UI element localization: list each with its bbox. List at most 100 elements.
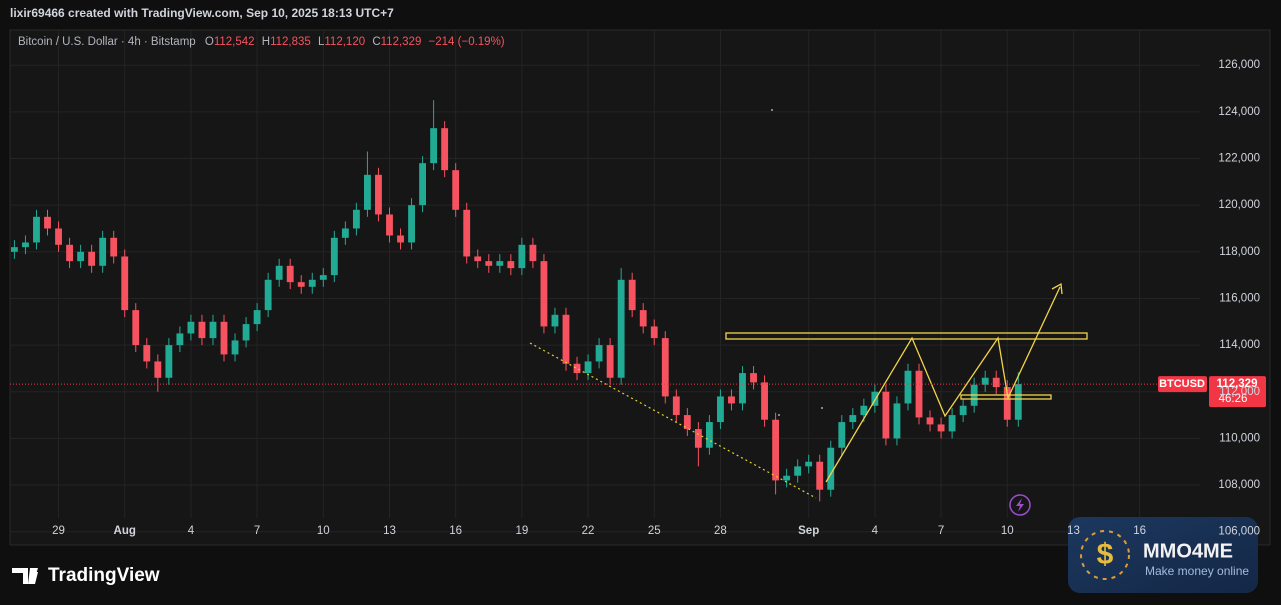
candle-body: [308, 279, 316, 287]
candle-body: [264, 279, 272, 311]
candle-body: [44, 216, 51, 229]
candle-body: [794, 466, 802, 476]
ohlc-label: H: [262, 36, 270, 48]
candle-body: [176, 333, 184, 346]
symbol-tag: BTCUSD: [1159, 378, 1205, 390]
candle-body: [220, 321, 228, 355]
ohlc-value: 112,835: [270, 36, 311, 48]
candle-body: [507, 261, 515, 269]
candle-body: [893, 403, 901, 439]
candle-body: [904, 370, 912, 404]
candle-body: [463, 209, 471, 257]
candle-body: [871, 391, 879, 406]
x-tick-label: 4: [188, 525, 195, 537]
x-tick-label: 10: [317, 525, 330, 537]
ohlc-label: C: [372, 36, 380, 48]
x-tick-label: 29: [52, 525, 65, 537]
candle-body: [915, 370, 923, 418]
dot: [778, 414, 780, 416]
candle-body: [408, 205, 415, 243]
symbol-tag-box: [1158, 376, 1207, 393]
badge-title: MMO4ME: [1143, 540, 1233, 562]
y-tick-label: 112,000: [1219, 386, 1260, 398]
y-tick-label: 114,000: [1219, 339, 1260, 351]
x-tick-label: 28: [714, 525, 727, 537]
ohlc-value: 112,542: [214, 36, 255, 48]
candle-body: [430, 128, 438, 164]
candle-body: [319, 275, 327, 280]
x-tick-label: 22: [582, 525, 595, 537]
badge: $ MMO4ME Make money online: [1068, 517, 1258, 593]
price-tags: BTCUSD 112,329 46:26: [1158, 376, 1266, 408]
candle-body: [573, 363, 581, 374]
candle-body: [474, 256, 482, 262]
candle-body: [860, 405, 868, 416]
ohlc-label: O: [205, 36, 214, 48]
arrow-head: [1051, 282, 1063, 295]
candle-body: [132, 310, 140, 346]
countdown: 46:26: [1219, 393, 1248, 405]
candle-body: [849, 415, 857, 423]
price-tag-box: [1209, 376, 1266, 408]
y-tick-label: 122,000: [1218, 153, 1260, 165]
x-tick-label: Aug: [114, 525, 136, 537]
candle-body: [540, 261, 548, 327]
change: −214 (−0.19%): [429, 36, 505, 48]
candle-body: [1014, 384, 1022, 420]
candle-body: [341, 228, 349, 238]
y-tick-label: 118,000: [1219, 246, 1260, 258]
candle-body: [253, 310, 261, 325]
badge-subtitle: Make money online: [1145, 564, 1249, 578]
badge-ring: [1080, 530, 1130, 580]
candle-body: [948, 415, 956, 432]
badge-box: [1068, 517, 1258, 593]
candle-body: [584, 361, 592, 374]
candle-body: [88, 251, 96, 266]
candle-body: [805, 461, 813, 467]
alert-icon: [1009, 494, 1031, 516]
ohlc-value: 112,329: [381, 36, 422, 48]
candle-body: [110, 237, 118, 257]
candle-body: [66, 244, 73, 262]
candle-body: [639, 310, 647, 327]
candle-body: [992, 377, 1000, 388]
candle-body: [717, 396, 724, 423]
attribution: lixir69466 created with TradingView.com,…: [10, 6, 394, 20]
tradingview-logo: TradingView: [12, 565, 160, 586]
candle-body: [529, 244, 537, 262]
candle-body: [154, 361, 162, 378]
candle-body: [286, 265, 294, 283]
y-tick-label: 110,000: [1219, 432, 1260, 444]
candle-body: [882, 391, 890, 439]
badge-icon: $: [1097, 538, 1114, 571]
candle-body: [364, 174, 371, 210]
price-tag: 112,329: [1217, 378, 1258, 390]
zigzag: [825, 286, 1061, 483]
candles: [10, 100, 1022, 502]
candle-body: [297, 282, 305, 287]
candle-body: [242, 324, 250, 341]
candle-body: [595, 345, 603, 362]
support-box: [960, 394, 1052, 400]
ohlc-value: 112,120: [324, 36, 365, 48]
candle-body: [209, 321, 217, 339]
resistance-box: [725, 332, 1088, 340]
candle-body: [672, 396, 680, 416]
candle-body: [838, 422, 846, 448]
candle-body: [937, 424, 945, 432]
candle-body: [330, 237, 338, 276]
candle-body: [352, 209, 360, 229]
candle-body: [683, 415, 691, 430]
x-tick-label: 7: [254, 525, 260, 537]
x-tick-label: Sep: [798, 525, 819, 537]
candle-body: [165, 345, 173, 378]
x-tick-label: 4: [872, 525, 879, 537]
brand: TradingView: [48, 565, 160, 586]
candle-body: [562, 314, 570, 364]
candle-body: [121, 256, 129, 311]
x-tick-label: 25: [648, 525, 661, 537]
candle-body: [441, 128, 449, 171]
candle-body: [926, 417, 934, 425]
candle-body: [783, 475, 791, 481]
